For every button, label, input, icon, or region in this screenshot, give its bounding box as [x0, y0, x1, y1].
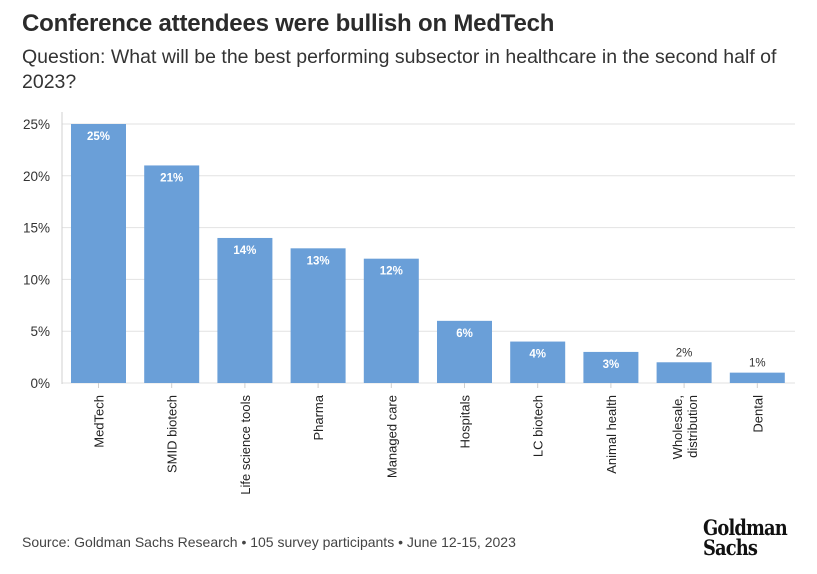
bar-smid-biotech	[144, 165, 200, 383]
x-tick-label: MedTech	[92, 395, 107, 448]
x-tick-label-text: Wholesale,	[670, 395, 685, 459]
x-tick-label-text: LC biotech	[531, 395, 546, 457]
data-label: 21%	[160, 172, 183, 184]
data-label: 12%	[380, 266, 403, 278]
x-tick-label: Wholesale, distribution	[670, 395, 700, 459]
x-tick-label: Hospitals	[458, 395, 473, 449]
bar-managed-care	[363, 258, 419, 383]
source-note: Source: Goldman Sachs Research • 105 sur…	[22, 534, 516, 550]
x-tick-label: Life science tools	[238, 395, 253, 495]
x-tick-label: LC biotech	[531, 395, 546, 457]
y-tick-label: 0%	[30, 376, 50, 391]
bar-hospitals	[437, 320, 492, 383]
x-tick-label: Animal health	[604, 395, 619, 474]
data-label: 13%	[307, 255, 330, 267]
x-tick-label-text: SMID biotech	[165, 395, 180, 473]
x-axis-ticks: MedTech SMID biotech Life science tools Pha…	[92, 383, 765, 495]
goldman-sachs-logo: Goldman Sachs	[703, 515, 788, 560]
x-tick-label-text: Managed care	[384, 395, 399, 478]
y-tick-label: 15%	[23, 221, 50, 236]
x-tick-label-text: Hospitals	[458, 395, 473, 449]
data-label: 25%	[87, 131, 110, 143]
bar-lc-biotech	[510, 341, 566, 383]
data-label: 6%	[456, 328, 473, 340]
logo-line-1: Goldman	[703, 515, 788, 540]
x-tick-label-text: Animal health	[604, 395, 619, 474]
bar-life-science-tools	[217, 237, 273, 383]
bar-chart: 0% 5% 10% 15% 20% 25% 25% 21% 14% 13% 12% 6% 4% 3% 2%…	[23, 112, 795, 495]
data-label: 2%	[676, 347, 693, 359]
y-tick-label: 5%	[30, 324, 50, 339]
bars	[71, 124, 785, 383]
x-tick-label-text: Dental	[750, 395, 765, 433]
bar-dental	[729, 372, 785, 383]
x-tick-label: Managed care	[384, 395, 399, 478]
x-tick-label: SMID biotech	[165, 395, 180, 473]
x-tick-label: Pharma	[311, 394, 326, 440]
chart-title: Conference attendees were bullish on Med…	[22, 10, 555, 37]
bar-wholesale-distribution	[656, 362, 712, 383]
data-label: 3%	[603, 359, 620, 371]
y-tick-label: 25%	[23, 117, 50, 132]
data-label: 4%	[529, 349, 546, 361]
data-label: 14%	[233, 245, 256, 257]
y-tick-label: 10%	[23, 272, 50, 287]
chart-subtitle: Question: What will be the best performi…	[22, 46, 777, 93]
x-tick-label-text: Life science tools	[238, 395, 253, 495]
bar-animal-health	[583, 351, 639, 383]
y-axis-ticks: 0% 5% 10% 15% 20% 25%	[23, 117, 50, 391]
x-tick-label-text: distribution	[685, 395, 700, 458]
x-tick-label-text: Pharma	[311, 394, 326, 440]
x-tick-label: Dental	[750, 395, 765, 433]
data-labels: 25% 21% 14% 13% 12% 6% 4% 3% 2% 1%	[87, 131, 766, 371]
x-tick-label-text: MedTech	[92, 395, 107, 448]
logo-line-2: Sachs	[703, 535, 758, 560]
bar-medtech	[71, 124, 126, 383]
y-tick-label: 20%	[23, 169, 50, 184]
bar-pharma	[290, 248, 346, 383]
data-label: 1%	[749, 358, 766, 370]
